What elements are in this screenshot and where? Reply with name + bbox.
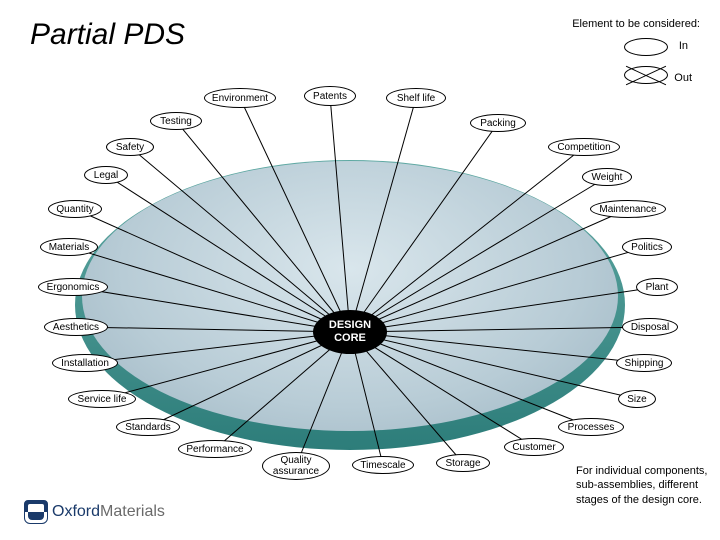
node-processes: Processes xyxy=(558,418,624,436)
node-maintenance: Maintenance xyxy=(590,200,666,218)
node-patents: Patents xyxy=(304,86,356,106)
node-customer: Customer xyxy=(504,438,564,456)
logo: OxfordMaterials xyxy=(24,500,165,524)
node-disposal: Disposal xyxy=(622,318,678,336)
node-aesthetics: Aesthetics xyxy=(44,318,108,336)
node-standards: Standards xyxy=(116,418,180,436)
legend-in-label: In xyxy=(679,40,688,52)
node-quality-assurance: Quality assurance xyxy=(262,452,330,480)
node-service-life: Service life xyxy=(68,390,136,408)
legend-out-label: Out xyxy=(674,72,692,84)
node-quantity: Quantity xyxy=(48,200,102,218)
node-packing: Packing xyxy=(470,114,526,132)
node-shelf-life: Shelf life xyxy=(386,88,446,108)
node-shipping: Shipping xyxy=(616,354,672,372)
node-size: Size xyxy=(618,390,656,408)
node-plant: Plant xyxy=(636,278,678,296)
node-ergonomics: Ergonomics xyxy=(38,278,108,296)
logo-text: OxfordMaterials xyxy=(52,503,165,521)
node-testing: Testing xyxy=(150,112,202,130)
legend-in-ellipse xyxy=(624,38,668,56)
disc-inner xyxy=(82,161,618,431)
design-core: DESIGN CORE xyxy=(313,310,387,354)
node-politics: Politics xyxy=(622,238,672,256)
legend-title: Element to be considered: xyxy=(572,18,700,30)
legend-out-cross xyxy=(624,66,668,84)
node-timescale: Timescale xyxy=(352,456,414,474)
footer-note: For individual components, sub-assemblie… xyxy=(576,464,716,507)
node-materials: Materials xyxy=(40,238,98,256)
node-installation: Installation xyxy=(52,354,118,372)
node-performance: Performance xyxy=(178,440,252,458)
node-legal: Legal xyxy=(84,166,128,184)
node-competition: Competition xyxy=(548,138,620,156)
logo-shield-icon xyxy=(24,500,48,524)
node-safety: Safety xyxy=(106,138,154,156)
node-weight: Weight xyxy=(582,168,632,186)
node-environment: Environment xyxy=(204,88,276,108)
page-title: Partial PDS xyxy=(30,18,185,52)
node-storage: Storage xyxy=(436,454,490,472)
core-label: DESIGN CORE xyxy=(329,319,371,345)
